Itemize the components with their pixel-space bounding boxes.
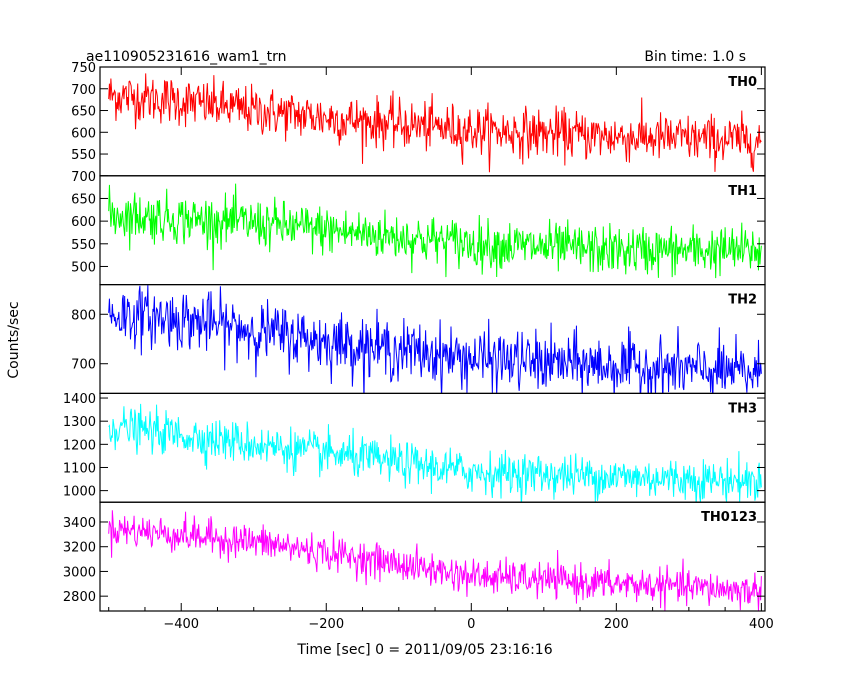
y-tick-label: 700 bbox=[71, 358, 96, 373]
x-tick-label: −200 bbox=[308, 617, 344, 632]
series-line-th1 bbox=[108, 183, 762, 279]
panel-th0123: 2800 3000 3200 3400 TH0123 bbox=[63, 501, 766, 612]
panel-frame bbox=[99, 501, 766, 612]
y-tick-label: 1400 bbox=[63, 392, 96, 407]
panels-group: 550 600 650 700 750 TH0 500 550 600 650 700 TH1 700 8… bbox=[63, 61, 766, 612]
panel-label-th1: TH1 bbox=[728, 184, 757, 199]
panel-label-th0: TH0 bbox=[728, 75, 757, 90]
y-tick-label: 500 bbox=[71, 260, 96, 275]
panel-th0: 550 600 650 700 750 TH0 bbox=[71, 61, 766, 177]
panel-label-th3: TH3 bbox=[728, 401, 757, 416]
x-tick-label: 0 bbox=[467, 617, 475, 632]
x-axis: −400 −200 0 200 400 bbox=[108, 67, 774, 632]
y-tick-label: 600 bbox=[71, 215, 96, 230]
y-axis-title: Counts/sec bbox=[6, 301, 22, 378]
y-tick-label: 650 bbox=[71, 105, 96, 120]
series-line-th0123 bbox=[108, 510, 762, 612]
y-tick-label: 3400 bbox=[63, 516, 96, 531]
panel-th1: 500 550 600 650 700 TH1 bbox=[71, 170, 766, 286]
series-line-th2 bbox=[108, 285, 762, 394]
panel-label-th0123: TH0123 bbox=[701, 510, 757, 525]
y-tick-label: 600 bbox=[71, 126, 96, 141]
y-tick-label: 550 bbox=[71, 238, 96, 253]
x-axis-title: Time [sec] 0 = 2011/09/05 23:16:16 bbox=[296, 642, 552, 658]
y-tick-label: 1100 bbox=[63, 461, 96, 476]
y-tick-label: 1300 bbox=[63, 415, 96, 430]
y-tick-label: 1000 bbox=[63, 485, 96, 500]
series-line-th0 bbox=[108, 73, 762, 173]
y-tick-label: 700 bbox=[71, 170, 96, 185]
y-tick-label: 650 bbox=[71, 192, 96, 207]
y-tick-label: 800 bbox=[71, 308, 96, 323]
panel-frame bbox=[99, 392, 766, 503]
y-tick-label: 1200 bbox=[63, 438, 96, 453]
x-tick-label: 400 bbox=[749, 617, 774, 632]
y-tick-label: 750 bbox=[71, 61, 96, 76]
x-tick-label: 200 bbox=[604, 617, 629, 632]
x-tick-label: −400 bbox=[163, 617, 199, 632]
y-tick-label: 3000 bbox=[63, 565, 96, 580]
y-tick-label: 550 bbox=[71, 148, 96, 163]
y-tick-label: 700 bbox=[71, 83, 96, 98]
bin-time-label: Bin time: 1.0 s bbox=[644, 49, 746, 65]
series-line-th3 bbox=[108, 403, 762, 503]
panel-th3: 1000 1100 1200 1300 1400 TH3 bbox=[63, 392, 766, 503]
y-tick-label: 2800 bbox=[63, 590, 96, 605]
panel-th2: 700 800 TH2 bbox=[71, 284, 766, 395]
panel-label-th2: TH2 bbox=[728, 293, 757, 308]
y-tick-label: 3200 bbox=[63, 541, 96, 556]
chart-title: ae110905231616_wam1_trn bbox=[86, 49, 287, 65]
